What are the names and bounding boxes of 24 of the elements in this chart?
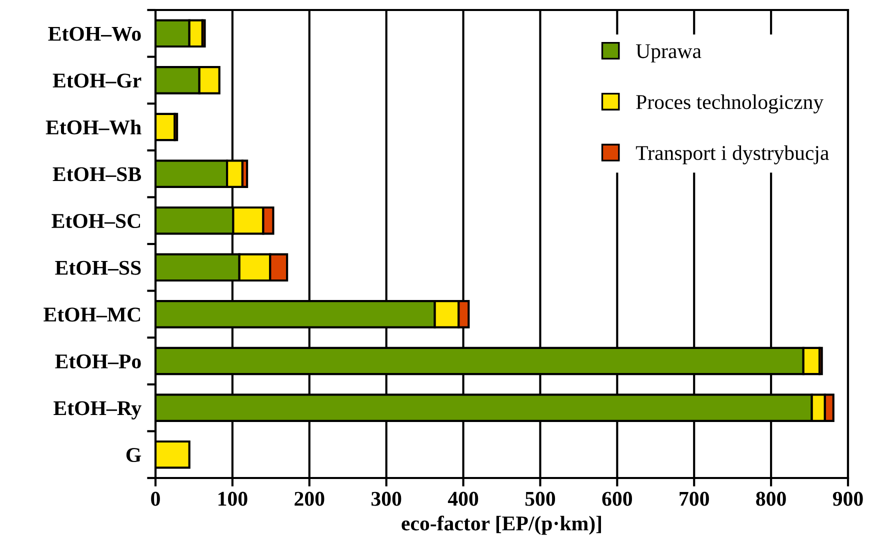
- x-tick-label: 800: [756, 492, 786, 506]
- legend-label: Transport i dystrybucja: [636, 145, 829, 164]
- x-tick-label: 0: [151, 492, 160, 506]
- x-tick-label: 200: [294, 492, 324, 506]
- x-tick-label: 900: [832, 492, 863, 506]
- y-tick-label: EtOH–Wh: [46, 120, 142, 135]
- y-tick-label: EtOH–SS: [55, 260, 141, 275]
- x-tick-label: 500: [525, 492, 556, 506]
- legend-label: Uprawa: [636, 44, 702, 62]
- x-axis-title: eco-factor [EP/(p·km)]: [402, 516, 601, 535]
- y-tick-label: EtOH–MC: [44, 308, 140, 322]
- y-tick-label: EtOH–Wo: [48, 26, 141, 41]
- x-tick-label: 600: [602, 492, 632, 506]
- y-tick-label: G: [126, 448, 142, 462]
- y-tick-label: EtOH–Ry: [54, 401, 142, 420]
- legend-label: Proces technologiczny: [636, 94, 824, 114]
- x-tick-label: 700: [680, 492, 709, 506]
- y-tick-label: EtOH–Gr: [52, 74, 142, 88]
- x-tick-label: 300: [371, 492, 402, 506]
- y-tick-label: EtOH–SB: [52, 167, 142, 182]
- x-tick-label: 400: [448, 492, 478, 506]
- x-tick-label: 100: [218, 492, 248, 506]
- y-tick-label: EtOH–SC: [52, 214, 140, 228]
- y-tick-label: EtOH–Po: [55, 354, 141, 368]
